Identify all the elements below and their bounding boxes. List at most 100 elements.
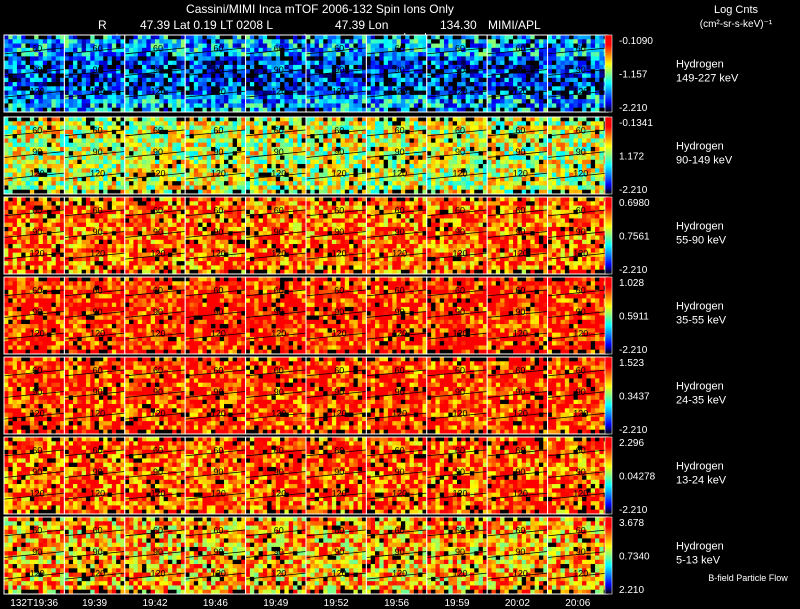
heatmap-cell [219,52,225,57]
contour-label: 90 [515,65,525,75]
heatmap-cell [331,151,337,156]
heatmap-cell [129,134,134,139]
heatmap-cell [457,142,462,148]
heatmap-cell [155,56,160,61]
heatmap-cell [167,168,173,173]
heatmap-cell [439,117,445,122]
heatmap-cell [465,117,471,122]
heatmap-cell [258,164,264,169]
heatmap-cell [387,176,393,182]
heatmap-cell [336,151,341,156]
heatmap-cell [21,129,26,135]
heatmap-cell [275,189,281,195]
heatmap-cell [146,52,151,57]
heatmap-cell [180,168,186,173]
heatmap-cell [517,172,523,178]
heatmap-cell [12,142,18,148]
heatmap-cell [38,90,44,96]
heatmap-cell [193,121,199,126]
heatmap-cell [232,52,238,57]
heatmap-cell [293,103,298,109]
heatmap-cell [314,43,320,49]
heatmap-cell [159,138,164,143]
heatmap-cell [327,90,333,96]
heatmap-cell [275,52,281,57]
heatmap-cell [236,168,242,173]
heatmap-cell [120,73,126,79]
heatmap-cell [98,107,104,113]
heatmap-cell [491,151,497,156]
heatmap-cell [465,125,471,131]
heatmap-cell [297,94,302,100]
heatmap-cell [469,176,475,182]
heatmap-cell [422,185,428,191]
heatmap-cell [556,103,561,109]
heatmap-cell [400,39,406,44]
heatmap-cell [189,117,195,122]
heatmap-cell [202,94,208,100]
heatmap-cell [167,35,173,40]
heatmap-cell [202,77,208,83]
heatmap-cell [21,69,26,74]
heatmap-cell [77,142,82,148]
heatmap-cell [55,117,61,122]
heatmap-cell [474,90,479,96]
heatmap-cell [353,39,359,44]
heatmap-cell [254,56,259,61]
heatmap-cell [129,176,134,182]
heatmap-cell [176,117,182,122]
heatmap-cell [422,129,428,135]
heatmap-cell [120,56,126,61]
heatmap-cell [172,121,177,126]
heatmap-cell [258,43,264,49]
heatmap-cell [508,121,514,126]
heatmap-cell [413,99,419,104]
heatmap-cell [349,94,354,100]
heatmap-cell [474,35,479,40]
heatmap-cell [103,103,108,109]
heatmap-cell [189,103,195,109]
heatmap-cell [202,35,208,40]
heatmap-cell [142,107,147,113]
heatmap-cell [577,43,583,49]
heatmap-cell [90,107,95,113]
heatmap-cell [116,155,121,161]
heatmap-cell [534,146,540,152]
heatmap-cell [224,107,229,113]
heatmap-cell [318,134,324,139]
heatmap-cell [206,103,212,109]
heatmap-cell [387,151,393,156]
heatmap-cell [185,39,190,44]
heatmap-cell [344,107,350,113]
heatmap-cell [236,121,242,126]
heatmap-cell [448,60,453,66]
heatmap-cell [444,64,449,70]
heatmap-cell [327,39,333,44]
heatmap-cell [409,168,415,173]
heatmap-cell [293,86,298,91]
heatmap-cell [444,103,449,109]
heatmap-cell [526,86,531,91]
heatmap-cell [293,73,298,79]
heatmap-cell [444,121,449,126]
heatmap-cell [116,142,121,148]
heatmap-cell [249,35,255,40]
heatmap-cell [258,77,264,83]
heatmap-cell [280,107,285,113]
heatmap-cell [4,82,9,87]
heatmap-cell [25,56,31,61]
heatmap-cell [163,82,169,87]
heatmap-cell [103,107,108,113]
heatmap-cell [383,142,389,148]
heatmap-cell [586,77,592,83]
heatmap-cell [409,43,415,49]
heatmap-cell [504,73,510,79]
heatmap-cell [301,138,307,143]
heatmap-cell [120,181,126,186]
heatmap-cell [21,52,26,57]
heatmap-cell [271,60,277,66]
heatmap-cell [107,69,113,74]
heatmap-cell [288,117,294,122]
heatmap-cell [193,172,199,178]
